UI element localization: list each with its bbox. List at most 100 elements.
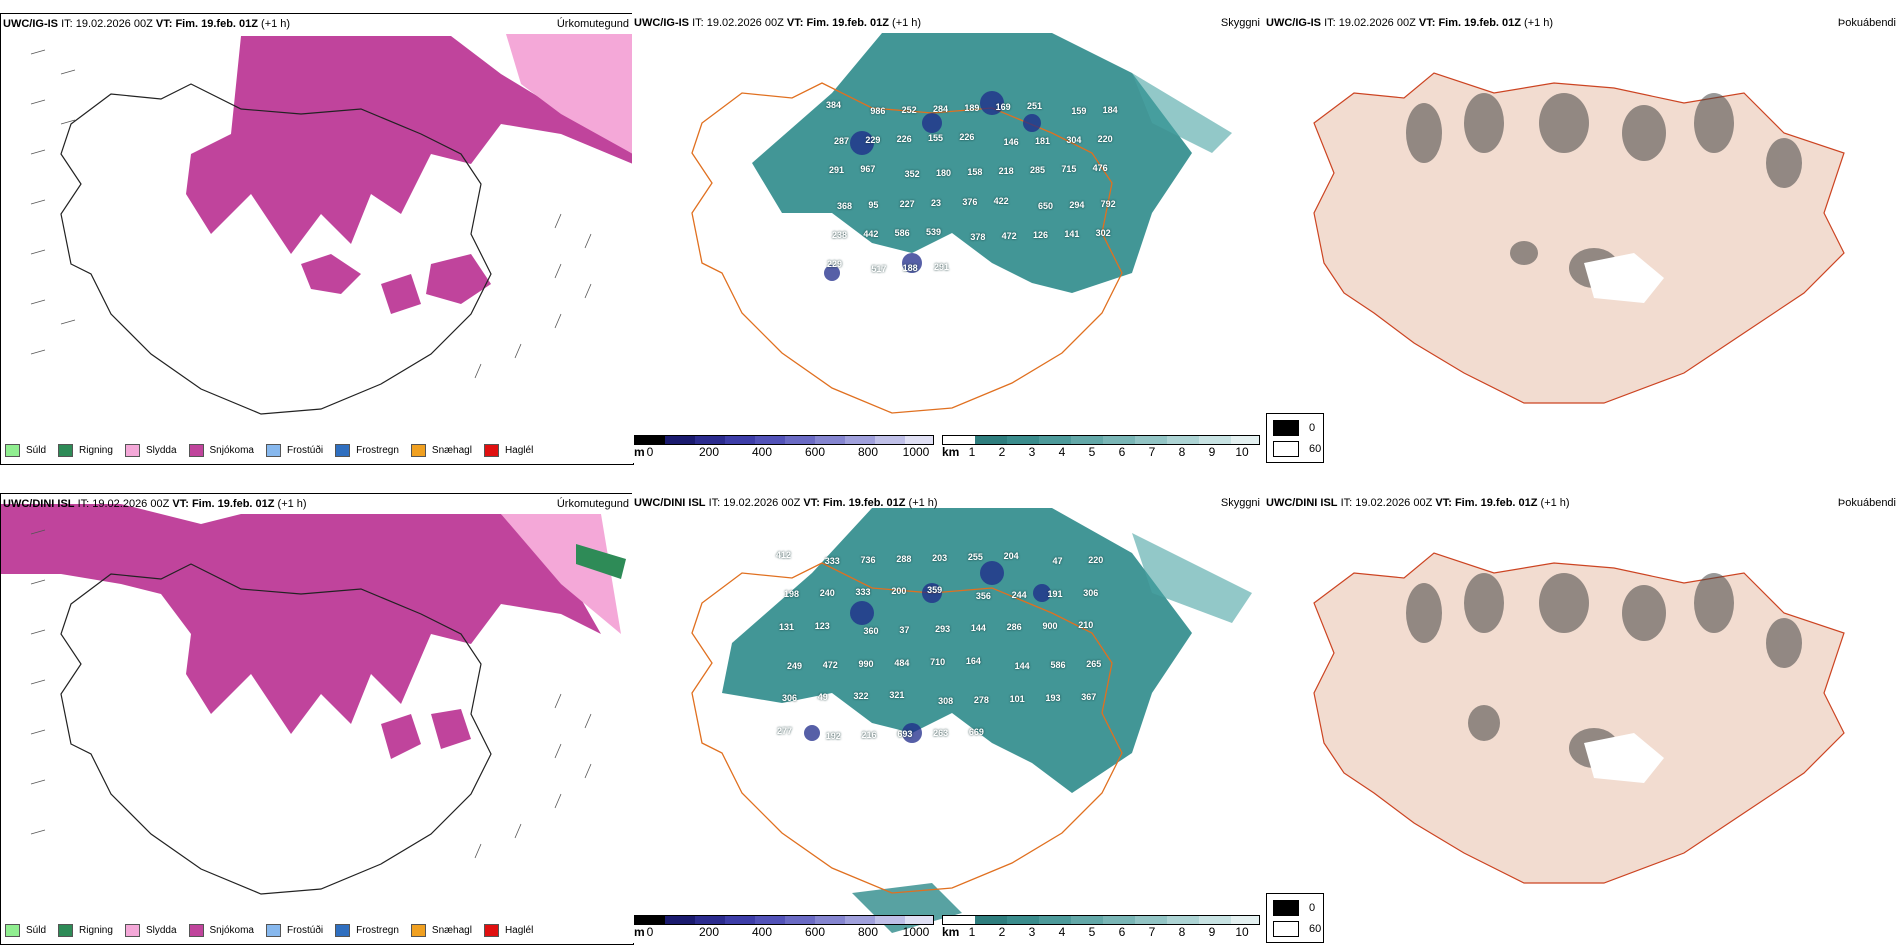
station-value: 322 [853, 691, 869, 701]
station-value: 967 [860, 163, 876, 174]
station-value: 200 [891, 586, 907, 596]
legend-swatch [483, 443, 499, 457]
model-name: UWC/IG-IS [3, 18, 58, 30]
panel-title: Úrkomutegund [556, 498, 629, 510]
station-value: 126 [1033, 230, 1049, 241]
it-label: IT: [61, 18, 73, 30]
legend-swatch [58, 923, 74, 937]
visibility-tick: 9 [1208, 445, 1216, 459]
station-value: 158 [967, 167, 983, 178]
station-value: 304 [1066, 135, 1082, 146]
visibility-tick: 5 [1088, 925, 1096, 939]
snow-field [1, 504, 601, 734]
station-value: 210 [1078, 620, 1094, 630]
station-value: 218 [998, 166, 1014, 177]
fog-legend-high-label: 0 [1309, 422, 1316, 434]
height-colorbar: m 0 200 400 600 800 1000 [634, 915, 934, 939]
station-value: 291 [934, 262, 950, 273]
fog-indicator-panel-bottom: UWC/DINI ISL IT: 19.02.2026 00Z VT: Fim.… [1264, 493, 1900, 943]
land-area [1313, 552, 1845, 884]
fog-indicator-map [1313, 72, 1845, 404]
station-value: 285 [1030, 165, 1046, 176]
low-visibility-field [722, 508, 1192, 793]
legend-swatch [265, 923, 281, 937]
coastline [60, 563, 492, 895]
station-value: 308 [938, 695, 954, 706]
station-value: 321 [889, 690, 905, 700]
station-value: 484 [894, 657, 910, 668]
precip-type-map [1, 494, 633, 944]
vt-label: VT: [1435, 497, 1452, 509]
station-value: 155 [928, 132, 944, 143]
vt-value: Fim. 19.feb. 01Z [822, 497, 906, 509]
legend-label: Súld [26, 924, 47, 936]
visibility-colorbar-unit: km [942, 445, 960, 459]
visibility-colorbar-unit: km [942, 925, 960, 939]
legend-item-snæhagl: Snæhagl [410, 443, 472, 457]
fog-legend-low-label: 60 [1309, 443, 1322, 455]
visibility-tick: 3 [1028, 445, 1036, 459]
fog-legend-high-label: 0 [1309, 902, 1316, 914]
vt-label: VT: [155, 18, 173, 30]
legend-swatch [58, 443, 74, 457]
station-value: 278 [973, 694, 989, 705]
legend-label: Snæhagl [431, 444, 472, 456]
station-value: 220 [1097, 134, 1113, 145]
it-value: 19.02.2026 00Z [92, 498, 170, 510]
visibility-tick: 7 [1148, 925, 1156, 939]
height-colorbar-bar [634, 435, 934, 445]
vt-value: Fim. 19.feb. 01Z [1438, 17, 1521, 29]
station-value: 293 [935, 624, 951, 634]
station-value: 352 [904, 169, 920, 180]
station-value: 412 [776, 550, 792, 560]
station-value: 333 [855, 587, 871, 597]
it-label: IT: [692, 17, 704, 29]
vt-value: Fim. 19.feb. 01Z [806, 17, 889, 29]
lead-time: (+1 h) [261, 18, 291, 30]
visibility-colorbar-bar [942, 435, 1260, 445]
legend-swatch [265, 443, 281, 457]
station-value: 238 [832, 229, 848, 240]
lead-time: (+1 h) [277, 498, 307, 510]
visibility-tick: 9 [1208, 925, 1216, 939]
legend-item-frostúði: Frostúði [265, 923, 324, 937]
station-value: 191 [1047, 588, 1063, 599]
legend-item-frostregn: Frostregn [335, 443, 399, 457]
fog-shading [1406, 573, 1802, 768]
legend-swatch [410, 443, 426, 457]
visibility-tick: 10 [1235, 445, 1249, 459]
station-value: 472 [1001, 231, 1017, 242]
legend-swatch [335, 443, 351, 457]
precip-type-legend: Súld Rigning Slydda Snjókoma Frostúði Frostre… [5, 442, 545, 458]
station-value: 792 [1100, 199, 1116, 209]
panel-header: UWC/DINI ISL IT: 19.02.2026 00Z VT: Fim.… [634, 497, 1260, 511]
station-value: 306 [1083, 587, 1099, 598]
station-value: 286 [1006, 622, 1022, 632]
fog-legend: 0 60 [1266, 893, 1324, 943]
it-label: IT: [77, 498, 90, 510]
legend-label: Frostúði [286, 924, 324, 936]
fog-legend-high-swatch [1273, 900, 1299, 916]
it-label: IT: [1324, 17, 1336, 29]
legend-item-haglél: Haglél [483, 443, 533, 457]
visibility-tick: 1 [968, 925, 976, 939]
height-tick: 200 [698, 445, 720, 459]
visibility-tick: 7 [1148, 445, 1156, 459]
station-value: 240 [819, 588, 835, 598]
legend-swatch [5, 923, 20, 937]
vt-value: Fim. 19.feb. 01Z [191, 498, 275, 510]
visibility-tick: 2 [998, 925, 1006, 939]
station-value: 198 [784, 589, 800, 599]
panel-title: Skyggni [1220, 17, 1260, 29]
legend-item-snjókoma: Snjókoma [188, 443, 254, 457]
legend-label: Rigning [79, 444, 113, 456]
station-value: 255 [967, 551, 983, 562]
coastline [691, 562, 1123, 894]
visibility-tick: 5 [1088, 445, 1096, 459]
station-value: 360 [863, 626, 879, 636]
legend-swatch [483, 923, 499, 937]
vt-label: VT: [786, 17, 804, 29]
coastline [691, 82, 1123, 414]
station-value: 159 [1071, 106, 1087, 116]
sleet-field [506, 34, 633, 154]
